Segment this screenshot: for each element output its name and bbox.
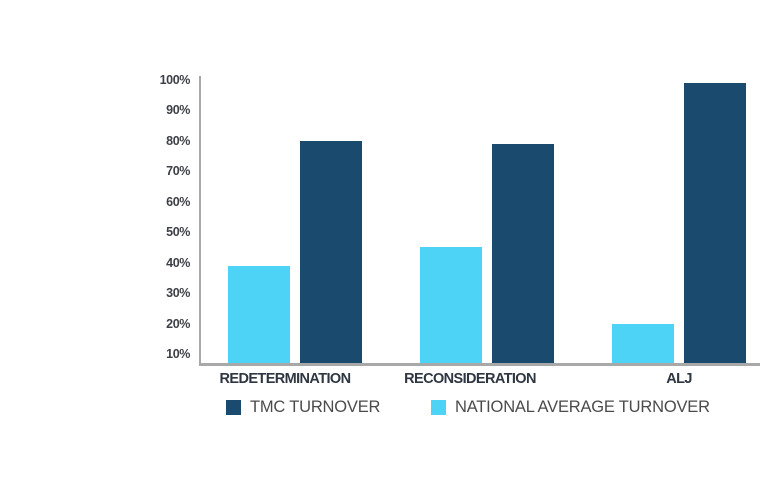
y-axis-tick: 50% bbox=[166, 225, 190, 239]
tmc-turnover-legend-label: TMC TURNOVER bbox=[250, 398, 381, 416]
y-axis-tick: 90% bbox=[166, 103, 190, 117]
category-label-alj: ALJ bbox=[666, 371, 692, 387]
national-average-legend-label: NATIONAL AVERAGE TURNOVER bbox=[455, 398, 710, 416]
bar-tmc-alj bbox=[684, 82, 746, 364]
bar-national-average-alj bbox=[612, 323, 674, 364]
national-average-legend-swatch bbox=[431, 400, 446, 415]
y-axis-tick: 100% bbox=[159, 72, 191, 87]
category-label-reconsideration: RECONSIDERATION bbox=[404, 371, 536, 387]
y-axis-tick: 60% bbox=[166, 194, 190, 209]
y-axis-tick: 70% bbox=[166, 164, 190, 178]
category-label-redetermination: REDETERMINATION bbox=[219, 371, 352, 387]
bar-tmc-redetermination bbox=[300, 140, 362, 364]
y-axis-tick: 40% bbox=[166, 255, 190, 270]
y-axis-tick: 30% bbox=[166, 286, 190, 300]
bar-national-average-reconsideration bbox=[420, 247, 482, 364]
y-axis-tick: 80% bbox=[166, 133, 190, 148]
bar-national-average-redetermination bbox=[228, 265, 290, 364]
tmc-turnover-legend-swatch bbox=[226, 400, 241, 415]
x-axis-line bbox=[199, 363, 760, 366]
y-axis-tick: 10% bbox=[166, 347, 190, 361]
y-axis-tick: 20% bbox=[166, 316, 190, 331]
bar-tmc-reconsideration bbox=[492, 143, 554, 364]
y-axis-line bbox=[199, 76, 201, 365]
